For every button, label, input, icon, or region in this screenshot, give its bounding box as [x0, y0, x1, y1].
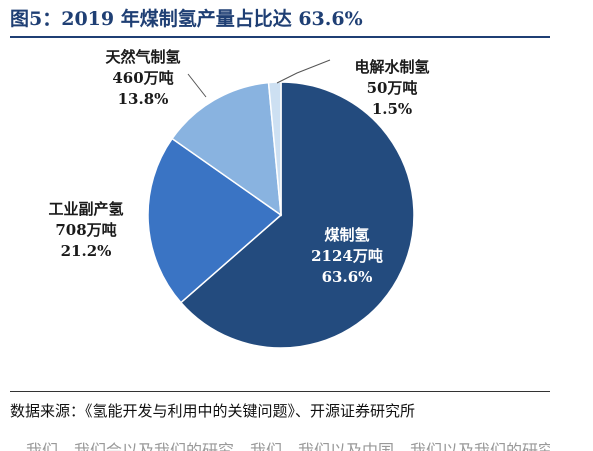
leader-lines	[187, 59, 331, 98]
pie-slice-2	[147, 137, 283, 304]
pie-slices	[147, 81, 415, 349]
pie-slice-1	[179, 81, 415, 349]
pie-slice-4	[267, 81, 282, 216]
slice-percent: 1.5%	[372, 100, 412, 118]
slice-label-2: 工业副产氢 708万吨 21.2%	[48, 200, 123, 260]
slice-label-1: 煤制氢 2124万吨 63.6%	[311, 226, 383, 286]
slice-value: 460万吨	[112, 69, 173, 87]
slice-name: 天然气制氢	[105, 48, 180, 66]
slice-percent: 13.8%	[118, 90, 169, 108]
slice-labels: 煤制氢 2124万吨 63.6% 工业副产氢 708万吨 21.2% 天然气制氢 460万吨 1…	[48, 48, 429, 286]
leader-line-4	[276, 59, 331, 84]
leader-line-3	[187, 73, 207, 98]
slice-percent: 21.2%	[61, 242, 112, 260]
cropped-text-line: 。我们，我们会以及我们的研究。我们，我们以及中国，我们以及我们的研究	[10, 441, 550, 451]
pie-chart: 煤制氢 2124万吨 63.6% 工业副产氢 708万吨 21.2% 天然气制氢 460万吨 1…	[48, 48, 430, 349]
slice-name: 煤制氢	[324, 226, 369, 244]
source-note: 数据来源：《氢能开发与利用中的关键问题》、开源证券研究所	[10, 402, 416, 420]
slice-percent: 63.6%	[322, 268, 373, 286]
source-rule	[10, 391, 550, 392]
slice-value: 2124万吨	[311, 247, 383, 265]
slice-value: 50万吨	[367, 79, 418, 97]
slice-name: 电解水制氢	[354, 58, 429, 76]
title-rule	[10, 36, 550, 38]
pie-slice-3	[171, 81, 282, 217]
slice-name: 工业副产氢	[48, 200, 123, 218]
figure-title: 图5：2019 年煤制氢产量占比达 63.6%	[10, 8, 363, 30]
slice-label-3: 天然气制氢 460万吨 13.8%	[105, 48, 180, 108]
slice-value: 708万吨	[55, 221, 116, 239]
slice-label-4: 电解水制氢 50万吨 1.5%	[354, 58, 429, 118]
